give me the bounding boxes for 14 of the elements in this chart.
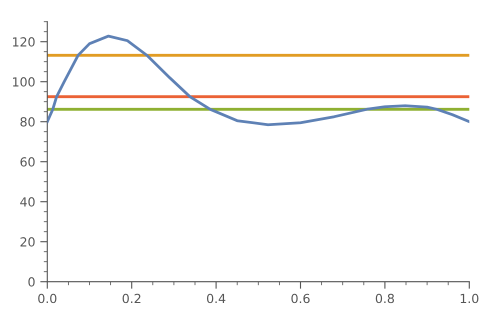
y-tick-label: 40 [20, 197, 35, 207]
x-tick-label: 0.6 [291, 294, 310, 304]
x-tick-label: 0.4 [206, 294, 226, 304]
x-tick-label: 0.2 [122, 294, 140, 304]
x-tick-label: 0.0 [38, 294, 56, 304]
y-tick-label: 20 [20, 237, 35, 247]
x-tick-label: 0.8 [376, 294, 394, 304]
y-tick-label: 100 [13, 77, 35, 87]
y-tick-label: 0 [28, 277, 35, 287]
y-tick-label: 120 [13, 37, 35, 47]
line-series [47, 34, 470, 126]
x-tick-label: 1.0 [460, 294, 478, 304]
y-tick-label: 80 [20, 117, 35, 127]
y-tick-label: 60 [20, 157, 35, 167]
